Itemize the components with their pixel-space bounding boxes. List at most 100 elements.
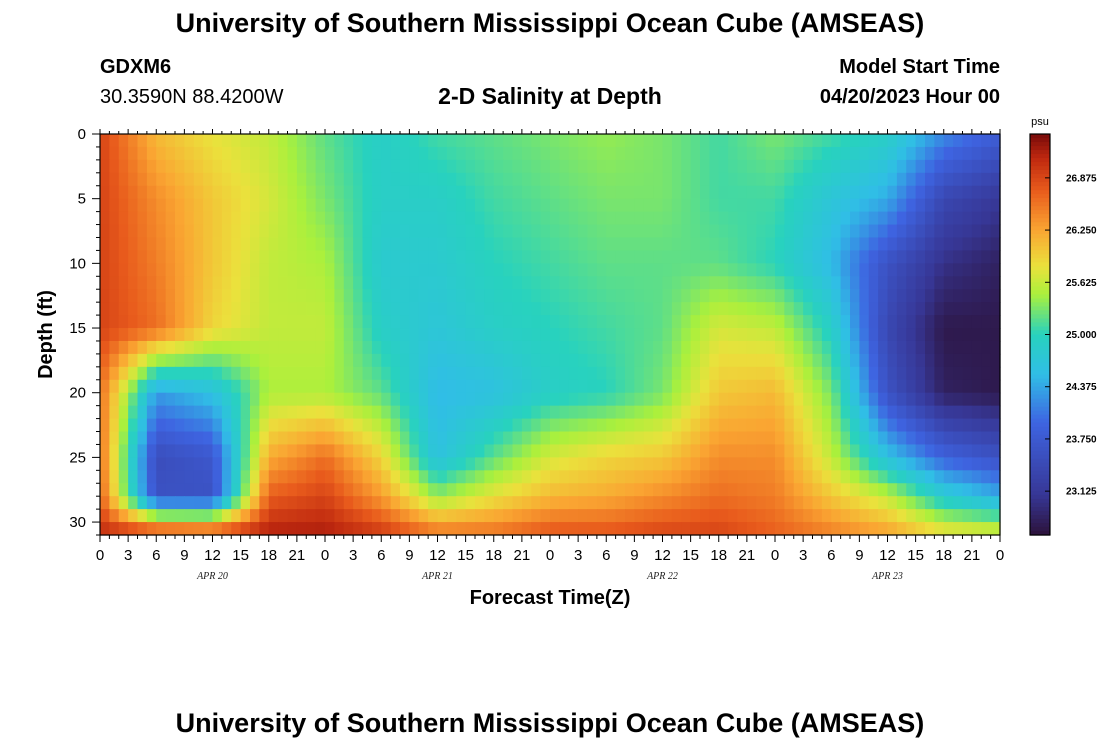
heatmap-cell (109, 444, 120, 458)
heatmap-cell (615, 289, 626, 303)
heatmap-cell (803, 522, 814, 536)
heatmap-cell (512, 444, 523, 458)
heatmap-cell (306, 379, 317, 394)
heatmap-cell (221, 250, 232, 264)
heatmap-cell (559, 302, 570, 316)
heatmap-cell (634, 431, 645, 446)
heatmap-cell (221, 483, 232, 497)
heatmap-cell (625, 509, 635, 523)
heatmap-cell (231, 444, 242, 458)
heatmap-cell (943, 276, 954, 290)
heatmap-cell (887, 509, 898, 523)
heatmap-cell (540, 146, 551, 161)
heatmap-cell (625, 353, 635, 368)
heatmap-cell (146, 211, 157, 226)
heatmap-cell (456, 457, 467, 471)
heatmap-cell (803, 431, 814, 446)
heatmap-cell (653, 134, 664, 148)
heatmap-cell (878, 496, 889, 510)
heatmap-cell (390, 198, 401, 213)
heatmap-cell (671, 522, 682, 536)
heatmap-cell (784, 366, 795, 381)
heatmap-cell (409, 353, 420, 368)
heatmap-cell (118, 289, 129, 303)
heatmap-cell (390, 353, 401, 368)
heatmap-cell (100, 496, 110, 510)
heatmap-cell (756, 457, 767, 471)
heatmap-cell (296, 379, 307, 394)
heatmap-cell (315, 366, 326, 381)
heatmap-cell (484, 211, 495, 226)
heatmap-cell (456, 185, 467, 200)
heatmap-cell (353, 379, 364, 394)
colorbar-segment (1030, 466, 1050, 472)
heatmap-cell (981, 263, 992, 277)
heatmap-cell (700, 211, 710, 226)
heatmap-cell (456, 366, 467, 381)
heatmap-cell (146, 185, 157, 200)
heatmap-cell (784, 522, 795, 536)
model-start-value: 04/20/2023 Hour 00 (819, 86, 1000, 108)
heatmap-cell (259, 366, 270, 381)
heatmap-cell (193, 328, 204, 342)
heatmap-cell (540, 431, 551, 446)
heatmap-cell (184, 146, 195, 161)
heatmap-cell (943, 289, 954, 303)
heatmap-cell (596, 134, 607, 148)
heatmap-cell (550, 134, 560, 148)
heatmap-cell (465, 224, 476, 239)
heatmap-cell (287, 483, 298, 497)
x-tick-label: 12 (879, 547, 896, 564)
heatmap-cell (184, 159, 195, 174)
heatmap-cell (971, 315, 982, 329)
heatmap-cell (737, 134, 748, 148)
heatmap-cell (550, 315, 560, 329)
heatmap-cell (334, 211, 345, 226)
heatmap-cell (503, 211, 514, 226)
heatmap-cell (400, 263, 410, 277)
heatmap-cell (475, 302, 485, 316)
x-tick-label: 9 (630, 547, 638, 564)
heatmap-cell (137, 289, 148, 303)
heatmap-cell (981, 250, 992, 264)
heatmap-cell (709, 392, 720, 407)
heatmap-cell (128, 146, 139, 161)
heatmap-cell (953, 172, 964, 187)
heatmap-cell (521, 211, 532, 226)
heatmap-cell (521, 431, 532, 446)
heatmap-cell (718, 172, 729, 187)
heatmap-cell (690, 276, 701, 290)
heatmap-cell (915, 353, 926, 368)
heatmap-cell (418, 392, 429, 407)
x-tick-label: 21 (739, 547, 756, 564)
heatmap-cell (746, 509, 757, 523)
heatmap-cell (287, 418, 298, 433)
heatmap-cell (568, 457, 579, 471)
heatmap-cell (634, 172, 645, 187)
heatmap-cell (465, 483, 476, 497)
heatmap-cell (531, 509, 542, 523)
heatmap-cell (700, 418, 710, 433)
heatmap-cell (165, 470, 176, 484)
heatmap-cell (231, 263, 242, 277)
heatmap-cell (653, 444, 664, 458)
heatmap-cell (662, 159, 673, 174)
heatmap-cell (868, 250, 879, 264)
heatmap-cell (821, 302, 832, 316)
heatmap-cell (700, 328, 710, 342)
x-tick-label: 3 (349, 547, 357, 564)
heatmap-cell (287, 405, 298, 420)
heatmap-cell (690, 289, 701, 303)
heatmap-cell (146, 509, 157, 523)
heatmap-cell (428, 237, 439, 252)
colorbar-segment (1030, 134, 1050, 139)
heatmap-cell (868, 328, 879, 342)
heatmap-cell (278, 276, 289, 290)
heatmap-cell (775, 302, 785, 316)
heatmap-cell (184, 250, 195, 264)
heatmap-cell (746, 366, 757, 381)
heatmap-cell (137, 457, 148, 471)
heatmap-cell (906, 522, 917, 536)
heatmap-cell (484, 185, 495, 200)
heatmap-cell (240, 457, 251, 471)
